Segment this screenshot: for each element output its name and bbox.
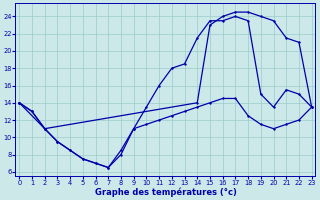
X-axis label: Graphe des températures (°c): Graphe des températures (°c): [94, 187, 236, 197]
